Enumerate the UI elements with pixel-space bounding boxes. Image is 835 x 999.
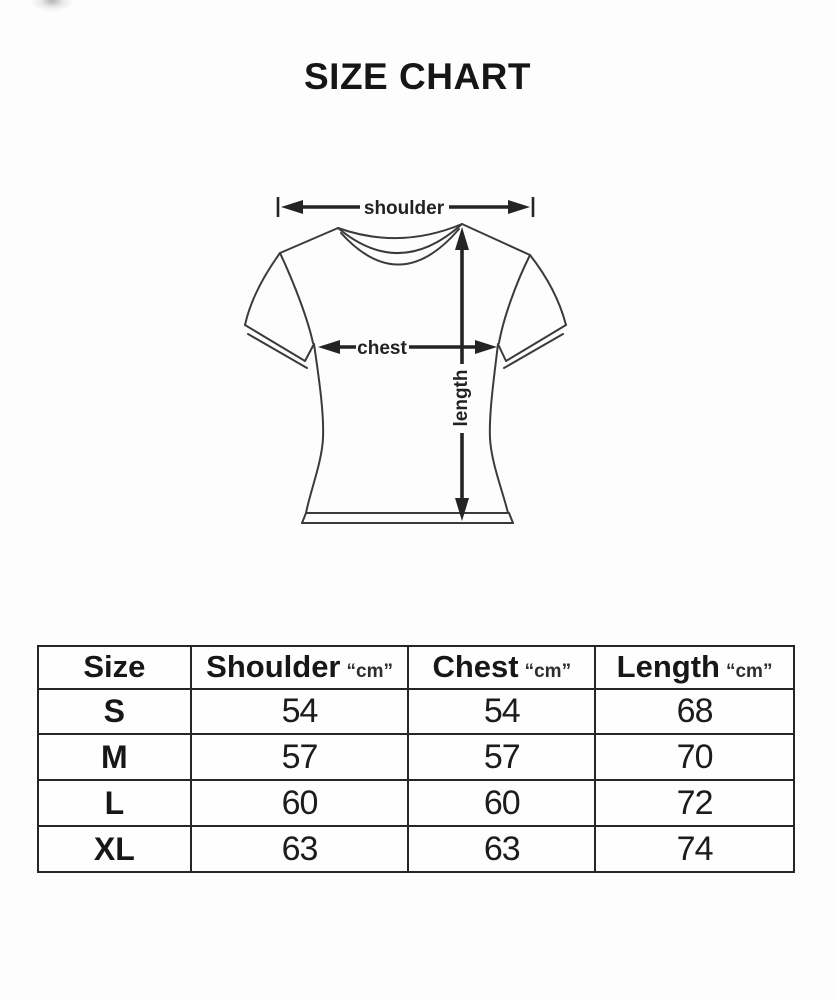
- chest-label: chest: [357, 338, 407, 359]
- header-shoulder-label: Shoulder: [206, 649, 341, 685]
- size-cell: S: [37, 687, 192, 736]
- size-cell: M: [37, 733, 192, 782]
- header-length: Length “cm”: [594, 645, 795, 690]
- table-header-row: Size Shoulder “cm” Chest “cm” Length “cm”: [37, 645, 795, 690]
- length-value-cell: 74: [594, 825, 795, 873]
- header-shoulder-unit: “cm”: [346, 661, 393, 683]
- shoulder-dimension-arrow: shoulder: [276, 197, 535, 219]
- size-chart-table: Size Shoulder “cm” Chest “cm” Length “cm” S…: [37, 645, 795, 873]
- shoulder-label: shoulder: [364, 198, 445, 219]
- table-row-xl: XL 63 63 74: [37, 825, 795, 873]
- jpeg-crop-artifact: [30, 0, 74, 12]
- chest-value-cell: 54: [407, 687, 597, 736]
- shoulder-value-cell: 54: [189, 687, 410, 736]
- tshirt-outline-icon: [244, 223, 567, 524]
- shoulder-value-cell: 60: [189, 779, 410, 828]
- length-value-cell: 68: [594, 687, 795, 736]
- length-value-cell: 70: [594, 733, 795, 782]
- length-dimension-arrow: length: [451, 227, 472, 521]
- header-chest-unit: “cm”: [524, 661, 572, 683]
- chest-value-cell: 60: [407, 779, 597, 828]
- size-cell: L: [37, 779, 192, 828]
- header-shoulder: Shoulder “cm”: [189, 645, 410, 690]
- header-size: Size: [37, 645, 192, 690]
- header-length-unit: “cm”: [725, 661, 773, 683]
- table-row-m: M 57 57 70: [37, 733, 795, 782]
- tshirt-measurement-diagram: shoulder chest length: [200, 170, 620, 570]
- chest-value-cell: 63: [407, 825, 597, 873]
- shoulder-value-cell: 63: [189, 825, 410, 873]
- page-title: SIZE CHART: [304, 55, 531, 97]
- tshirt-diagram-svg: shoulder chest length: [244, 197, 567, 524]
- header-length-label: Length: [616, 649, 720, 685]
- table-row-s: S 54 54 68: [37, 687, 795, 736]
- size-cell: XL: [37, 825, 192, 873]
- table-row-l: L 60 60 72: [37, 779, 795, 828]
- chest-value-cell: 57: [407, 733, 597, 782]
- chest-dimension-arrow: chest: [318, 338, 497, 359]
- length-value-cell: 72: [594, 779, 795, 828]
- length-label: length: [451, 370, 472, 427]
- header-chest: Chest “cm”: [407, 645, 597, 690]
- header-chest-label: Chest: [432, 649, 519, 685]
- shoulder-value-cell: 57: [189, 733, 410, 782]
- header-size-label: Size: [83, 649, 146, 685]
